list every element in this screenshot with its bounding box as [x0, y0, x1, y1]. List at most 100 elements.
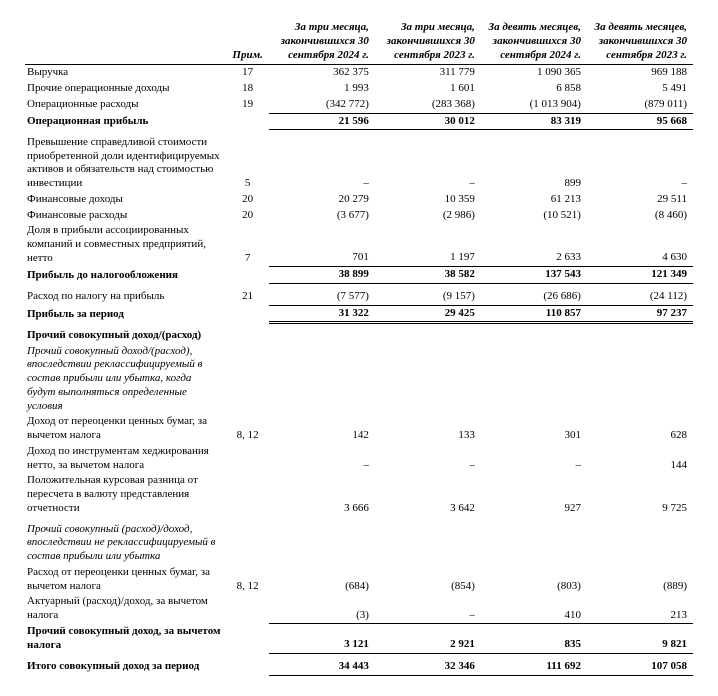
row-value: 410	[481, 594, 587, 624]
row-label: Расход по налогу на прибыль	[25, 283, 226, 305]
row-value: (9 157)	[375, 283, 481, 305]
row-value: –	[587, 130, 693, 192]
row-value: 1 197	[375, 223, 481, 266]
row-value: 121 349	[587, 267, 693, 284]
row-value: 899	[481, 130, 587, 192]
row-label: Расход от переоценки ценных бумаг, за вы…	[25, 565, 226, 595]
row-value	[587, 517, 693, 565]
row-value	[375, 344, 481, 415]
row-note: 20	[226, 208, 268, 224]
row-value: –	[375, 444, 481, 474]
table-row: Прибыль за период31 32229 425110 85797 2…	[25, 305, 693, 323]
row-note	[226, 344, 268, 415]
row-label: Доход от переоценки ценных бумаг, за выч…	[25, 414, 226, 444]
table-row: Положительная курсовая разница от пересч…	[25, 473, 693, 516]
row-value: (342 772)	[269, 97, 375, 113]
row-note	[226, 473, 268, 516]
row-note: 20	[226, 192, 268, 208]
row-value: (889)	[587, 565, 693, 595]
row-value: 213	[587, 594, 693, 624]
row-note	[226, 653, 268, 675]
row-value: 137 543	[481, 267, 587, 284]
row-value: (854)	[375, 565, 481, 595]
row-value: 107 058	[587, 653, 693, 675]
table-row: Актуарный (расход)/доход, за вычетом нал…	[25, 594, 693, 624]
row-value: 6 858	[481, 81, 587, 97]
row-note: 17	[226, 65, 268, 81]
row-note: 21	[226, 283, 268, 305]
row-value: 701	[269, 223, 375, 266]
row-value: 95 668	[587, 113, 693, 130]
row-note	[226, 113, 268, 130]
row-value: 4 630	[587, 223, 693, 266]
row-value: 311 779	[375, 65, 481, 81]
row-label: Прибыль за период	[25, 305, 226, 323]
row-value: 133	[375, 414, 481, 444]
row-note	[226, 323, 268, 344]
row-value: 83 319	[481, 113, 587, 130]
row-value: 21 596	[269, 113, 375, 130]
row-label: Итого совокупный доход за период	[25, 653, 226, 675]
row-value	[269, 323, 375, 344]
header-col-4: За девять месяцев, закончившихся 30 сент…	[587, 20, 693, 65]
row-value: 1 601	[375, 81, 481, 97]
row-value	[587, 344, 693, 415]
row-label: Превышение справедливой стоимости приобр…	[25, 130, 226, 192]
row-value: 97 237	[587, 305, 693, 323]
table-row: Превышение справедливой стоимости приобр…	[25, 130, 693, 192]
table-row: Прочий совокупный доход/(расход), впосле…	[25, 344, 693, 415]
row-value: 628	[587, 414, 693, 444]
row-value: 142	[269, 414, 375, 444]
table-row: Прочие операционные доходы181 9931 6016 …	[25, 81, 693, 97]
row-value: 2 921	[375, 624, 481, 654]
row-value: 38 899	[269, 267, 375, 284]
row-label: Прибыль до налогообложения	[25, 267, 226, 284]
row-value: 20 279	[269, 192, 375, 208]
row-value	[375, 323, 481, 344]
row-value	[481, 517, 587, 565]
row-value	[481, 323, 587, 344]
row-note	[226, 444, 268, 474]
row-value: 2 633	[481, 223, 587, 266]
row-note	[226, 517, 268, 565]
row-value: (283 368)	[375, 97, 481, 113]
row-value: –	[375, 594, 481, 624]
row-value: –	[269, 444, 375, 474]
row-note: 19	[226, 97, 268, 113]
table-row: Финансовые расходы20(3 677)(2 986)(10 52…	[25, 208, 693, 224]
table-row: Прочий совокупный (расход)/доход, впосле…	[25, 517, 693, 565]
table-row: Выручка17362 375311 7791 090 365969 188	[25, 65, 693, 81]
income-statement-table: Прим. За три месяца, закончившихся 30 се…	[25, 20, 693, 676]
header-col-3: За девять месяцев, закончившихся 30 сент…	[481, 20, 587, 65]
row-value	[269, 517, 375, 565]
row-note: 7	[226, 223, 268, 266]
row-value: (3)	[269, 594, 375, 624]
row-label: Выручка	[25, 65, 226, 81]
row-value: (3 677)	[269, 208, 375, 224]
row-value	[375, 517, 481, 565]
row-label: Доход по инструментам хеджирования нетто…	[25, 444, 226, 474]
table-row: Операционные расходы19(342 772)(283 368)…	[25, 97, 693, 113]
row-label: Прочие операционные доходы	[25, 81, 226, 97]
row-value: 38 582	[375, 267, 481, 284]
row-value: 5 491	[587, 81, 693, 97]
row-value: (8 460)	[587, 208, 693, 224]
row-value: (10 521)	[481, 208, 587, 224]
row-value: 969 188	[587, 65, 693, 81]
row-label: Операционные расходы	[25, 97, 226, 113]
row-value: (26 686)	[481, 283, 587, 305]
table-body: Выручка17362 375311 7791 090 365969 188П…	[25, 65, 693, 675]
row-value: (7 577)	[269, 283, 375, 305]
row-label: Прочий совокупный доход, за вычетом нало…	[25, 624, 226, 654]
header-col-2: За три месяца, закончившихся 30 сентября…	[375, 20, 481, 65]
table-row: Финансовые доходы2020 27910 35961 21329 …	[25, 192, 693, 208]
row-label: Прочий совокупный доход/(расход), впосле…	[25, 344, 226, 415]
row-value: 3 666	[269, 473, 375, 516]
header-col-1: За три месяца, закончившихся 30 сентября…	[269, 20, 375, 65]
row-value: 30 012	[375, 113, 481, 130]
row-value: (879 011)	[587, 97, 693, 113]
row-value: (1 013 904)	[481, 97, 587, 113]
header-note: Прим.	[226, 20, 268, 65]
row-value	[587, 323, 693, 344]
row-value: –	[375, 130, 481, 192]
